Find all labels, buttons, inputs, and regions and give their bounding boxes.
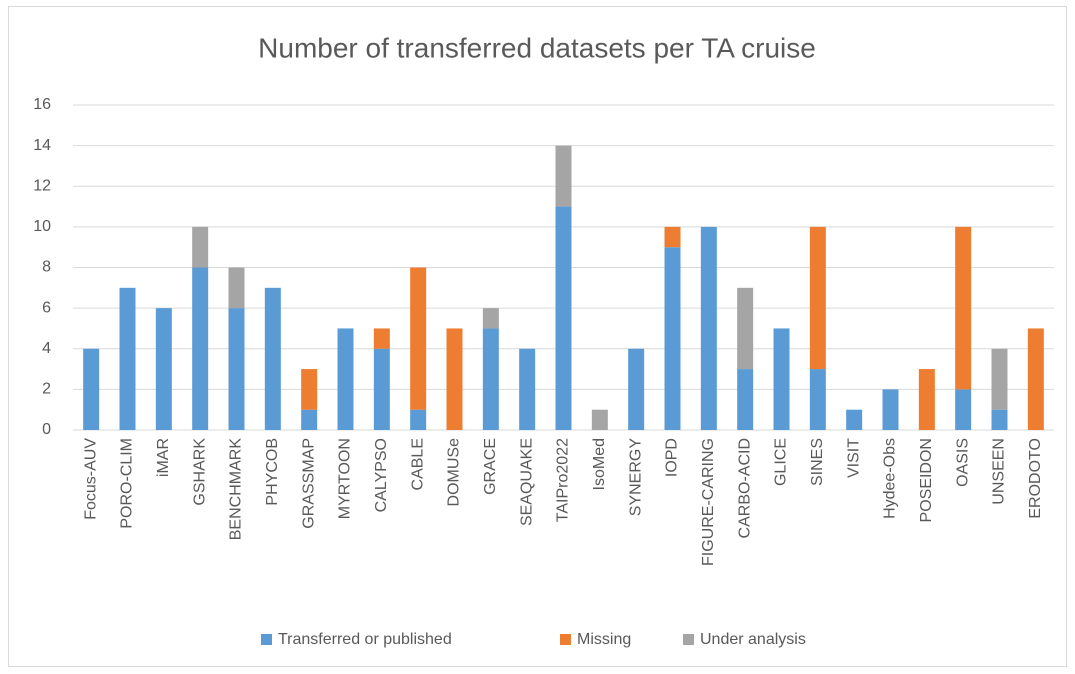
- bar-segment: [664, 226, 681, 248]
- x-tick-label: Focus-AUV: [82, 438, 99, 520]
- x-tick-label: TAIPro2022: [555, 438, 572, 522]
- y-tick-label: 6: [42, 299, 51, 316]
- bar-segment: [664, 247, 681, 430]
- bar-segment: [83, 348, 100, 430]
- bar-segment: [737, 369, 754, 430]
- bar-segment: [155, 308, 172, 430]
- y-tick-label: 2: [42, 381, 51, 398]
- bar-segment: [955, 389, 972, 430]
- y-tick-label: 0: [42, 421, 51, 438]
- x-tick-label: BENCHMARK: [228, 438, 245, 541]
- y-tick-label: 12: [33, 177, 51, 194]
- x-tick-label: CABLE: [409, 438, 426, 490]
- legend-swatch: [261, 634, 272, 645]
- bar-segment: [991, 409, 1008, 430]
- x-tick-label: Hydee-Obs: [882, 438, 899, 519]
- bar-segment: [809, 369, 826, 430]
- bar-segment: [737, 287, 754, 370]
- bar-segment: [228, 308, 245, 430]
- y-tick-label: 10: [33, 218, 51, 235]
- bar-segment: [519, 348, 536, 430]
- bar-segment: [628, 348, 645, 430]
- y-tick-label: 14: [33, 137, 51, 154]
- chart-title: Number of transferred datasets per TA cr…: [258, 32, 816, 63]
- bar-segment: [373, 328, 390, 349]
- legend-swatch: [560, 634, 571, 645]
- bar-segment: [119, 287, 136, 430]
- x-tick-label: UNSEEN: [991, 438, 1008, 505]
- x-tick-label: ERODOTO: [1027, 438, 1044, 519]
- x-tick-label: SINES: [809, 438, 826, 486]
- bar-segment: [991, 348, 1008, 410]
- y-tick-label: 4: [42, 340, 51, 357]
- bar-segment: [373, 348, 390, 430]
- bar-segment: [700, 226, 717, 430]
- x-tick-label: PHYCOB: [264, 438, 281, 506]
- bar-segment: [918, 369, 935, 430]
- x-tick-label: OASIS: [954, 438, 971, 487]
- y-tick-label: 16: [33, 96, 51, 113]
- bar-segment: [264, 287, 281, 430]
- bar-segment: [192, 226, 209, 268]
- bar-segment: [410, 409, 427, 430]
- bar-segment: [846, 409, 863, 430]
- bar-segment: [228, 267, 245, 309]
- x-tick-label: GSHARK: [191, 438, 208, 506]
- legend-label: Under analysis: [700, 631, 806, 648]
- x-tick-label: IsoMed: [591, 438, 608, 490]
- bar-segment: [482, 308, 499, 329]
- x-tick-label: GLICE: [773, 438, 790, 486]
- bar-segment: [301, 409, 318, 430]
- bar-segment: [955, 226, 972, 390]
- chart-border: [8, 6, 1067, 667]
- x-tick-label: SYNERGY: [627, 438, 644, 517]
- x-tick-label: SEAQUAKE: [518, 438, 535, 526]
- x-tick-label: CALYPSO: [373, 438, 390, 512]
- x-tick-label: IOPD: [664, 438, 681, 477]
- bar-segment: [482, 328, 499, 430]
- legend-label: Transferred or published: [278, 631, 452, 648]
- x-tick-label: iMAR: [155, 438, 172, 477]
- bar-segment: [591, 409, 608, 430]
- bar-segment: [446, 328, 463, 430]
- legend-swatch: [683, 634, 694, 645]
- bar-segment: [809, 226, 826, 370]
- y-tick-label: 8: [42, 259, 51, 276]
- x-tick-label: VISIT: [845, 438, 862, 478]
- x-tick-label: MYRTOON: [337, 438, 354, 519]
- x-tick-label: DOMUSe: [446, 438, 463, 507]
- x-tick-label: CARBO-ACID: [736, 438, 753, 538]
- bar-segment: [301, 369, 318, 410]
- x-tick-label: GRASSMAP: [300, 438, 317, 529]
- x-tick-label: POSEIDON: [918, 438, 935, 522]
- x-tick-label: PORO-CLIM: [119, 438, 136, 529]
- x-tick-label: FIGURE-CARING: [700, 438, 717, 566]
- bar-segment: [555, 206, 572, 430]
- bar-segment: [773, 328, 790, 430]
- bar-segment: [1027, 328, 1044, 430]
- bar-segment: [192, 267, 209, 430]
- legend-label: Missing: [577, 631, 631, 648]
- bar-segment: [882, 389, 899, 430]
- bar-segment: [410, 267, 427, 410]
- bar-segment: [555, 145, 572, 207]
- x-tick-label: GRACE: [482, 438, 499, 495]
- bar-segment: [337, 328, 354, 430]
